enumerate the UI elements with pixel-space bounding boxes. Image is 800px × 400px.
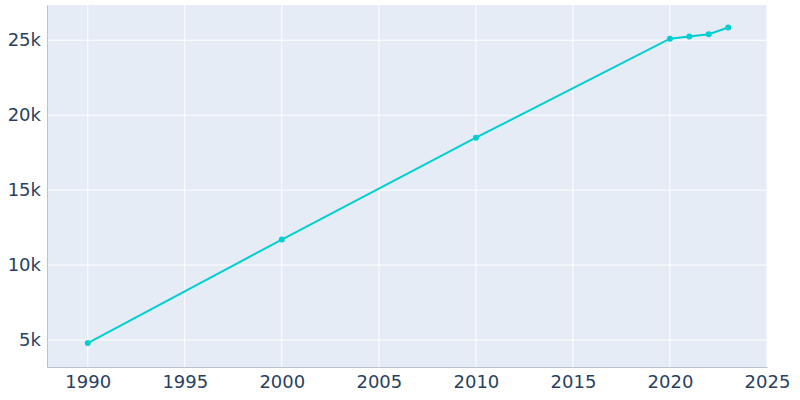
x-tick-label: 2015: [551, 371, 597, 392]
plot: 1990 1995 2000 2005 2010 2015 2020 2025 5k 10k 15k…: [8, 5, 791, 392]
y-tick: 10k: [8, 254, 47, 275]
grid-line-x: [87, 5, 88, 367]
x-tick: 1990: [65, 367, 111, 392]
plot-background: [47, 5, 767, 367]
marker: [473, 135, 479, 141]
grid-line-x: [475, 5, 476, 367]
axis-line: [48, 367, 768, 368]
grid-line-y: [47, 190, 767, 191]
y-tick: 20k: [8, 104, 47, 125]
x-tick: 1995: [162, 367, 208, 392]
grid-line-y: [47, 340, 767, 341]
x-tick-label: 1990: [65, 371, 111, 392]
grid-line-y: [47, 115, 767, 116]
y-tick: 15k: [8, 179, 47, 200]
marker: [85, 340, 91, 346]
grid-line-x: [281, 5, 282, 367]
grid-line-x: [767, 5, 768, 367]
grid-line-x: [572, 5, 573, 367]
grid-line-x: [669, 5, 670, 367]
grid-line-y: [47, 40, 767, 41]
y-tick-label: 20k: [8, 104, 42, 125]
y-tick: 25k: [8, 29, 47, 50]
x-tick: 2000: [259, 367, 305, 392]
marker: [667, 36, 673, 42]
x-tick: 2020: [648, 367, 694, 392]
y-axis: 5k 10k 15k 20k 25k: [8, 6, 48, 368]
x-tick: 2025: [745, 367, 791, 392]
y-tick-label: 10k: [8, 254, 42, 275]
grid: [47, 5, 767, 367]
x-axis: 1990 1995 2000 2005 2010 2015 2020 2025: [48, 367, 791, 392]
y-tick: 5k: [19, 329, 47, 350]
y-tick-label: 25k: [8, 29, 42, 50]
x-tick-label: 2010: [453, 371, 499, 392]
line: [88, 27, 728, 343]
x-tick-label: 2025: [745, 371, 791, 392]
x-tick: 2005: [356, 367, 402, 392]
y-tick-label: 5k: [19, 329, 41, 350]
x-tick: 2010: [453, 367, 499, 392]
series: [85, 24, 731, 346]
marker: [686, 33, 692, 39]
x-tick-label: 2020: [648, 371, 694, 392]
axis-line: [47, 6, 48, 368]
grid-line-y: [47, 265, 767, 266]
x-tick: 2015: [551, 367, 597, 392]
grid-line-x: [378, 5, 379, 367]
y-tick-label: 15k: [8, 179, 42, 200]
marker: [706, 31, 712, 37]
grid-line-x: [184, 5, 185, 367]
marker: [725, 24, 731, 30]
x-tick-label: 1995: [162, 371, 208, 392]
chart: 1990 1995 2000 2005 2010 2015 2020 2025 5k 10k 15k…: [0, 0, 800, 400]
x-tick-label: 2005: [356, 371, 402, 392]
x-tick-label: 2000: [259, 371, 305, 392]
marker: [279, 237, 285, 243]
